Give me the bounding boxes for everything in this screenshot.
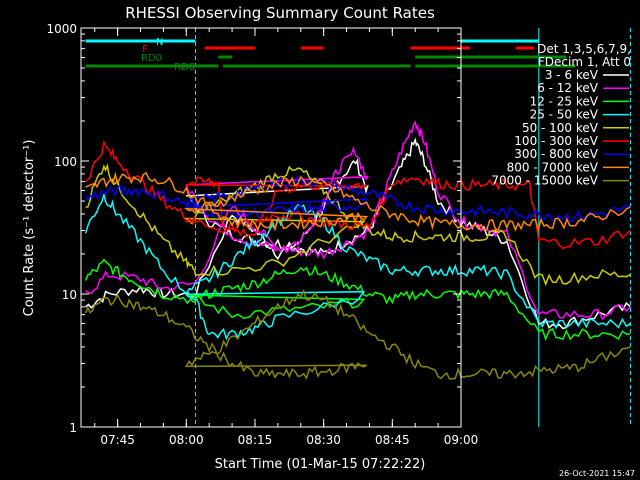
x-tick-label-09:00: 09:00 bbox=[444, 433, 479, 447]
legend-label-8: 7000 - 15000 keV bbox=[491, 174, 598, 188]
axes: 1 10 100 1000 07:45 08:00 08:15 08:30 08:45 09:00 bbox=[46, 22, 478, 447]
y-tick-label-1: 1 bbox=[69, 421, 77, 435]
footer-date: 26-Oct-2021 15:47 bbox=[559, 469, 635, 478]
legend-label-7: 800 - 7000 keV bbox=[507, 160, 599, 174]
series-line-3 bbox=[84, 194, 631, 341]
series-line-8 bbox=[84, 288, 631, 381]
y-axis-label: Count Rate (s⁻¹ detector⁻¹) bbox=[22, 140, 37, 317]
flag-label-f: F bbox=[142, 44, 148, 55]
series-line-4 bbox=[85, 163, 631, 287]
y-tick-label-10: 10 bbox=[62, 288, 77, 302]
legend-header-line-1: Det 1,3,5,6,7,9, bbox=[537, 42, 631, 56]
legend-label-3: 25 - 50 keV bbox=[530, 108, 599, 122]
y-tick-label-100: 100 bbox=[54, 155, 77, 169]
chart-title: RHESSI Observing Summary Count Rates bbox=[125, 4, 435, 22]
x-tick-label-07:45: 07:45 bbox=[100, 433, 135, 447]
series-line-6 bbox=[84, 174, 631, 223]
y-tick-label-1000: 1000 bbox=[46, 22, 77, 36]
flag-label-rd6: RD6 bbox=[174, 62, 195, 73]
x-tick-label-08:00: 08:00 bbox=[169, 433, 204, 447]
legend: Det 1,3,5,6,7,9, FDecim 1, Att 0 3 - 6 k… bbox=[491, 42, 631, 188]
x-tick-label-08:15: 08:15 bbox=[238, 433, 273, 447]
legend-label-5: 100 - 300 keV bbox=[514, 134, 598, 148]
legend-label-2: 12 - 25 keV bbox=[530, 94, 599, 108]
legend-header-line-2: FDecim 1, Att 0 bbox=[538, 55, 631, 69]
legend-label-0: 3 - 6 keV bbox=[545, 68, 599, 82]
series-line-7 bbox=[85, 171, 631, 232]
legend-label-4: 50 - 100 keV bbox=[522, 121, 599, 135]
series-line-2 bbox=[84, 258, 631, 342]
flag-label-n: N bbox=[156, 37, 163, 48]
plot-frame bbox=[80, 27, 462, 428]
legend-label-1: 6 - 12 keV bbox=[537, 81, 599, 95]
x-tick-label-08:45: 08:45 bbox=[375, 433, 410, 447]
x-axis-label: Start Time (01-Mar-15 07:22:22) bbox=[215, 457, 426, 472]
x-tick-label-08:30: 08:30 bbox=[306, 433, 341, 447]
flag-label-rd0: RD0 bbox=[141, 53, 162, 64]
legend-label-6: 300 - 800 keV bbox=[514, 147, 598, 161]
